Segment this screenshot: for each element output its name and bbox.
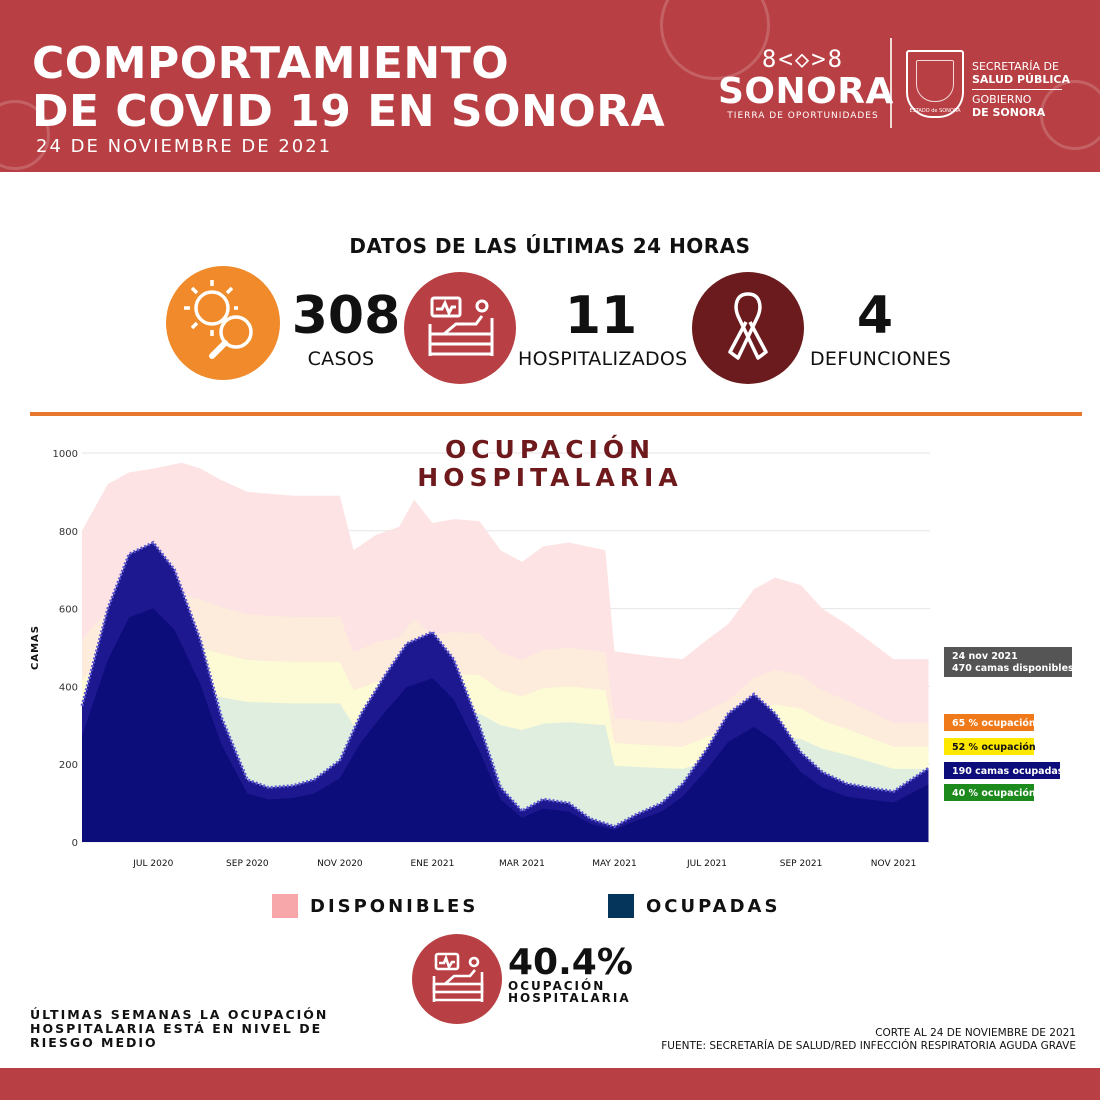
logo-name: SONORA — [718, 71, 894, 112]
x-tick-label: JUL 2020 — [132, 859, 173, 869]
occupancy-value: 40.4% — [508, 942, 633, 983]
hospital-bed-icon — [404, 272, 516, 384]
occupancy-label-line-1: OCUPACIÓN — [508, 979, 606, 993]
reference-65: 65 % ocupación — [944, 714, 1036, 731]
cases-value: 308 — [291, 286, 401, 346]
ribbon-icon — [692, 272, 804, 384]
hospitalized-label: HOSPITALIZADOS — [518, 348, 688, 370]
reference-40-text: 40 % ocupación — [952, 788, 1036, 799]
y-tick-label: 200 — [59, 760, 78, 771]
logo-tagline: TIERRA DE OPORTUNIDADES — [727, 111, 879, 121]
cases-label: CASOS — [307, 348, 375, 370]
x-tick-label: SEP 2021 — [780, 859, 823, 869]
x-tick-label: ENE 2021 — [410, 859, 454, 869]
data-source: FUENTE: SECRETARÍA DE SALUD/RED INFECCIÓ… — [661, 1040, 1076, 1052]
kpi-title: DATOS DE LAS ÚLTIMAS 24 HORAS — [349, 234, 751, 258]
source-note: CORTE AL 24 DE NOVIEMBRE DE 2021 FUENTE:… — [661, 1027, 1076, 1053]
secretaria-line-2: SALUD PÚBLICA — [972, 73, 1071, 86]
logo-pattern-icon: 8<◇>8 — [761, 45, 845, 73]
x-tick-label: NOV 2020 — [317, 859, 363, 869]
y-tick-label: 600 — [59, 605, 78, 616]
legend-label-available: DISPONIBLES — [310, 895, 479, 917]
hospital-occupancy-chart: 0 200 400 600 800 1000 CAMAS JUL 2020 SEP 2020 NO… — [30, 449, 1074, 869]
occupancy-bed-icon — [412, 934, 502, 1024]
gobierno-line-1: GOBIERNO — [972, 93, 1032, 106]
chart-title-line-2: HOSPITALARIA — [417, 463, 683, 492]
reference-40-box — [944, 784, 1034, 801]
annotation-occupied-box — [944, 762, 1060, 779]
y-tick-label: 800 — [59, 527, 78, 538]
chart-title-line-1: OCUPACIÓN — [444, 435, 656, 464]
reference-52: 52 % ocupación — [944, 738, 1036, 755]
deaths-value: 4 — [856, 286, 894, 346]
y-tick-label: 400 — [59, 682, 78, 693]
section-divider — [30, 412, 1082, 416]
occupancy-label-line-2: HOSPITALARIA — [508, 991, 631, 1005]
hospitalized-value: 11 — [564, 286, 638, 346]
y-tick-label: 1000 — [53, 449, 78, 460]
government-text: SECRETARÍA DE SALUD PÚBLICA GOBIERNO DE … — [972, 60, 1070, 119]
legend-swatch-occupied — [608, 894, 634, 918]
reference-40: 40 % ocupación — [944, 784, 1036, 801]
deaths-label: DEFUNCIONES — [810, 348, 952, 370]
header-divider — [890, 38, 892, 128]
virus-magnifier-icon — [166, 266, 280, 380]
y-axis-label: CAMAS — [30, 625, 41, 670]
cutoff-date: CORTE AL 24 DE NOVIEMBRE DE 2021 — [875, 1027, 1076, 1039]
sonora-logo: 8<◇>8 SONORA TIERRA DE OPORTUNIDADES — [718, 44, 894, 134]
chart-title: OCUPACIÓN HOSPITALARIA — [330, 436, 770, 492]
reference-52-text: 52 % ocupación — [952, 742, 1036, 753]
footer-banner — [0, 1068, 1100, 1100]
y-tick-label: 0 — [72, 838, 78, 849]
shield-caption: ESTADO de SONORA — [909, 108, 961, 114]
x-tick-label: NOV 2021 — [871, 859, 917, 869]
annotation-occupied: 190 camas ocupadas — [944, 762, 1064, 779]
x-tick-label: MAR 2021 — [499, 859, 545, 869]
secretaria-line-1: SECRETARÍA DE — [972, 60, 1059, 73]
gov-divider — [972, 89, 1062, 90]
risk-statement: ÚLTIMAS SEMANAS LA OCUPACIÓN HOSPITALARI… — [30, 1007, 329, 1050]
title-line-2: DE COVID 19 EN SONORA — [32, 86, 666, 137]
annotation-available-box — [944, 647, 1072, 677]
legend-swatch-available — [272, 894, 298, 918]
title-line-1: COMPORTAMIENTO — [32, 38, 510, 89]
coat-of-arms-icon: ESTADO de SONORA — [906, 50, 964, 118]
annotation-available-text: 24 nov 2021 — [952, 651, 1018, 662]
x-tick-label: MAY 2021 — [592, 859, 637, 869]
legend-available: DISPONIBLES — [272, 892, 478, 920]
occupancy-label: OCUPACIÓN HOSPITALARIA — [508, 980, 658, 1004]
legend-label-occupied: OCUPADAS — [646, 895, 781, 917]
legend-occupied: OCUPADAS — [608, 892, 780, 920]
virus-decoration — [1040, 80, 1100, 150]
report-date: 24 DE NOVIEMBRE DE 2021 — [36, 136, 333, 157]
shield-inner-icon — [916, 60, 954, 102]
annotation-occupied-text: 190 camas ocupadas — [952, 766, 1064, 777]
header-banner: COMPORTAMIENTO DE COVID 19 EN SONORA 24 … — [0, 0, 1100, 172]
reference-65-text: 65 % ocupación — [952, 718, 1036, 729]
virus-decoration — [0, 100, 50, 170]
page-title: COMPORTAMIENTO DE COVID 19 EN SONORA — [32, 40, 665, 136]
occupied-area-inner — [82, 608, 929, 842]
gobierno-line-2: DE SONORA — [972, 106, 1046, 119]
annotation-available-text: 470 camas disponibles — [952, 663, 1074, 674]
reference-52-box — [944, 738, 1034, 755]
x-tick-label: JUL 2021 — [686, 859, 727, 869]
reference-65-box — [944, 714, 1034, 731]
x-tick-label: SEP 2020 — [226, 859, 269, 869]
